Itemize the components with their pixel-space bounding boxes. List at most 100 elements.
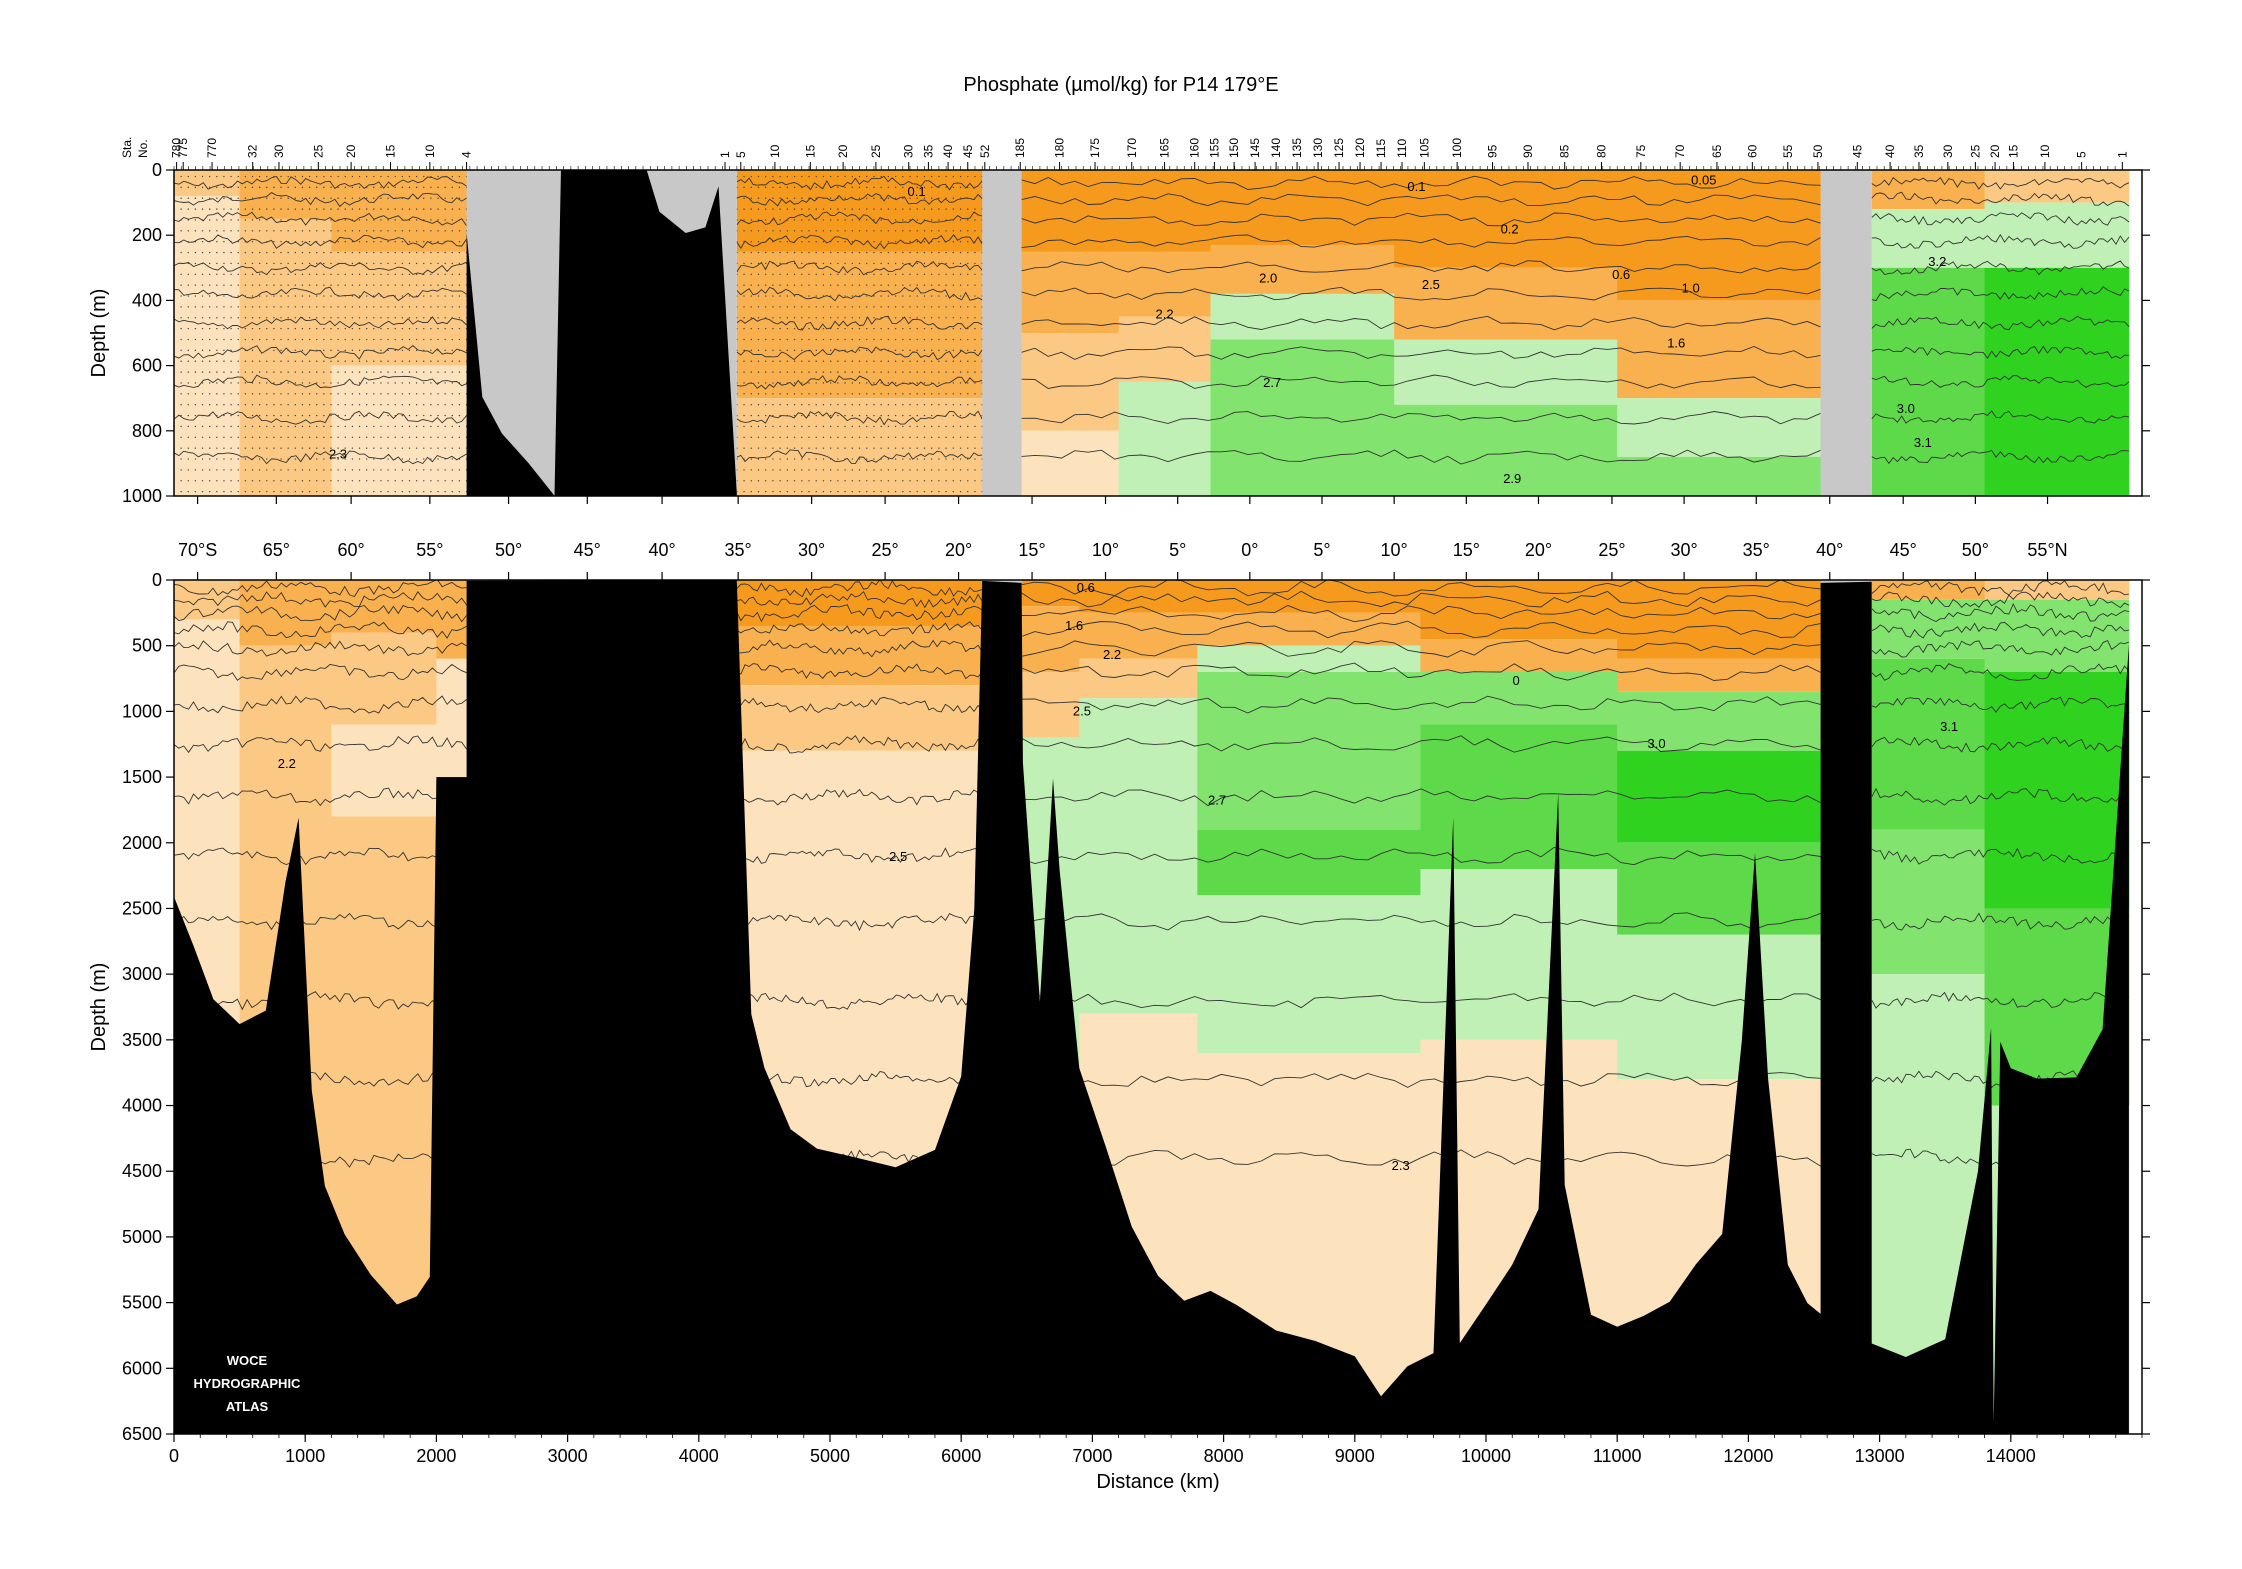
- upper-sample-dot: [244, 230, 247, 232]
- upper-sample-dot: [801, 197, 803, 199]
- upper-sample-dot: [945, 382, 947, 384]
- upper-sample-dot: [373, 382, 375, 384]
- upper-sample-dot: [194, 230, 197, 232]
- upper-sample-dot: [437, 230, 439, 232]
- upper-sample-dot: [923, 186, 926, 189]
- upper-contour: [174, 234, 467, 249]
- upper-sample-dot: [858, 230, 861, 232]
- upper-sample-dot: [873, 230, 875, 232]
- lower-band-6-2: [1079, 658, 1198, 699]
- station-label: 20: [1988, 144, 2002, 158]
- upper-sample-dot: [216, 197, 218, 199]
- upper-sample-dot: [786, 306, 789, 308]
- upper-sample-dot: [344, 393, 346, 395]
- upper-sample-dot: [187, 327, 189, 330]
- upper-sample-dot: [266, 490, 268, 493]
- upper-sample-dot: [437, 327, 439, 330]
- upper-sample-dot: [866, 425, 868, 428]
- upper-sample-dot: [779, 241, 781, 243]
- upper-sample-dot: [330, 469, 332, 471]
- upper-sample-dot: [967, 273, 969, 276]
- upper-sample-dot: [266, 219, 268, 221]
- upper-sample-dot: [837, 447, 839, 449]
- station-label: 115: [1374, 139, 1388, 158]
- lower-contour: [1021, 1072, 1821, 1088]
- upper-sample-dot: [822, 382, 825, 384]
- upper-sample-dot: [358, 436, 361, 439]
- upper-sample-dot: [430, 436, 432, 439]
- upper-sample-dot: [387, 490, 389, 493]
- upper-sample-dot: [223, 447, 225, 449]
- upper-sample-dot: [974, 317, 976, 319]
- upper-ylabel: Depth (m): [88, 289, 110, 378]
- upper-sample-dot: [351, 414, 354, 417]
- upper-sample-dot: [301, 230, 304, 232]
- upper-sample-dot: [837, 436, 839, 439]
- upper-sample-dot: [458, 404, 461, 406]
- upper-sample-dot: [401, 414, 404, 417]
- upper-sample-dot: [237, 382, 239, 384]
- lower-contour: [736, 992, 983, 1010]
- upper-sample-dot: [187, 175, 189, 178]
- upper-sample-dot: [451, 273, 454, 276]
- upper-contour-label: 2.5: [1422, 277, 1440, 292]
- upper-sample-dot: [187, 490, 189, 493]
- upper-sample-dot: [294, 360, 297, 362]
- upper-sample-dot: [316, 458, 318, 460]
- upper-sample-dot: [358, 393, 361, 395]
- upper-sample-dot: [230, 295, 232, 297]
- upper-sample-dot: [779, 436, 781, 439]
- upper-sample-dot: [244, 284, 247, 286]
- upper-contour: [174, 410, 467, 425]
- upper-sample-dot: [373, 219, 375, 221]
- upper-sample-dot: [930, 186, 933, 189]
- lower-contour: [174, 640, 467, 657]
- upper-sample-dot: [858, 208, 861, 210]
- upper-sample-dot: [294, 338, 297, 341]
- upper-sample-dot: [258, 447, 261, 449]
- upper-sample-dot: [444, 338, 446, 341]
- upper-sample-dot: [401, 327, 404, 330]
- upper-sample-dot: [815, 317, 817, 319]
- lower-contour: [1871, 663, 2130, 681]
- upper-sample-dot: [851, 349, 854, 352]
- upper-sample-dot: [952, 393, 955, 395]
- upper-sample-dot: [415, 251, 418, 254]
- station-label: 65: [1710, 144, 1724, 158]
- upper-sample-dot: [287, 186, 289, 189]
- upper-sample-dot: [244, 371, 247, 373]
- upper-sample-dot: [837, 338, 839, 341]
- upper-sample-dot: [815, 349, 817, 352]
- upper-sample-dot: [316, 338, 318, 341]
- upper-sample-dot: [365, 262, 368, 265]
- upper-sample-dot: [437, 175, 439, 178]
- upper-sample-dot: [373, 208, 375, 210]
- upper-sample-dot: [930, 393, 933, 395]
- upper-sample-dot: [444, 208, 446, 210]
- upper-sample-dot: [316, 360, 318, 362]
- upper-sample-dot: [959, 284, 962, 286]
- upper-sample-dot: [380, 208, 382, 210]
- upper-contour: [174, 374, 467, 389]
- upper-sample-dot: [894, 338, 897, 341]
- upper-sample-dot: [765, 241, 767, 243]
- lower-band-3-0: [436, 580, 468, 659]
- upper-sample-dot: [829, 469, 832, 471]
- upper-sample-dot: [273, 349, 275, 352]
- upper-sample-dot: [394, 436, 396, 439]
- upper-sample-dot: [743, 425, 745, 428]
- upper-contour: [1871, 233, 2130, 249]
- upper-sample-dot: [223, 273, 225, 276]
- upper-sample-dot: [801, 360, 803, 362]
- upper-sample-dot: [974, 425, 976, 428]
- upper-sample-dot: [793, 414, 796, 417]
- upper-sample-dot: [952, 175, 955, 178]
- upper-sample-dot: [401, 306, 404, 308]
- lower-contour: [174, 604, 467, 623]
- upper-sample-dot: [408, 382, 411, 384]
- upper-sample-dot: [945, 425, 947, 428]
- upper-sample-dot: [902, 251, 904, 254]
- distance-tick-label: 3000: [548, 1446, 588, 1466]
- upper-contour: [736, 286, 983, 302]
- upper-sample-dot: [351, 317, 354, 319]
